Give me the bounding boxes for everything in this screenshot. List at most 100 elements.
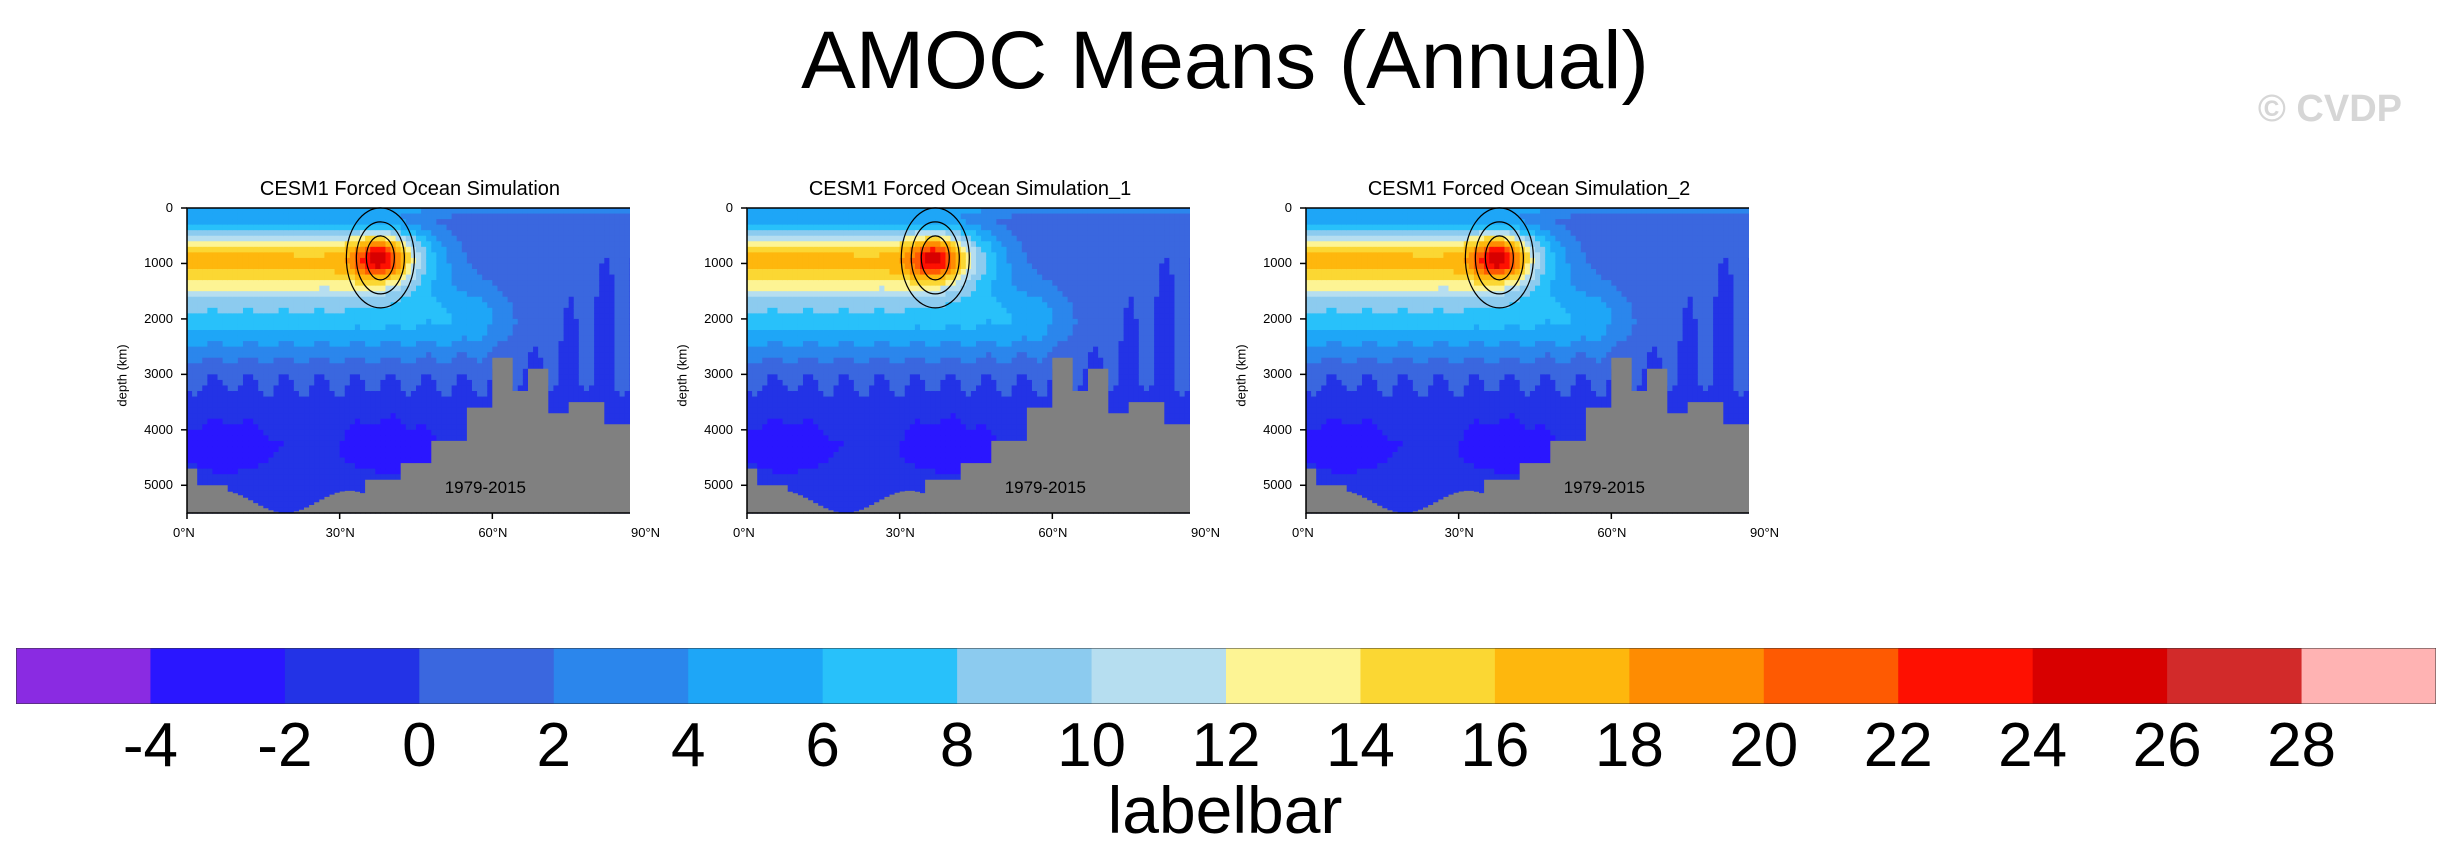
contour-cell (273, 418, 280, 425)
contour-cell (365, 452, 371, 459)
contour-cell (217, 452, 224, 459)
contour-cell (212, 241, 219, 248)
contour-cell (395, 208, 402, 215)
contour-cell (253, 407, 259, 414)
panel-2: CESM1 Forced Ocean Simulation_1 1979-201… (660, 178, 1221, 558)
contour-cell (253, 485, 259, 492)
contour-cell (324, 280, 331, 287)
contour-cell (334, 307, 341, 314)
contour-cell (624, 257, 630, 265)
contour-cell (202, 407, 208, 414)
contour-cell (263, 468, 270, 475)
contour-cell (594, 235, 600, 242)
contour-cell (533, 241, 539, 248)
contour-cell (304, 424, 310, 431)
contour-cell (527, 313, 534, 320)
contour-cell (553, 346, 560, 353)
contour-cell (477, 385, 483, 392)
contour-cell (487, 241, 493, 248)
contour-cell (207, 385, 214, 392)
contour-cell (212, 368, 219, 375)
contour-cell (319, 269, 325, 276)
contour-cell (344, 313, 351, 320)
contour-cell (609, 285, 616, 292)
contour-cell (614, 313, 621, 320)
contour-cell (324, 257, 331, 265)
contour-cell (349, 213, 356, 220)
contour-cell (416, 302, 422, 309)
contour-cell (324, 213, 331, 220)
contour-cell (482, 252, 488, 259)
contour-cell (421, 235, 427, 242)
contour-cell (594, 374, 600, 381)
contour-cell (747, 224, 753, 231)
contour-cell (471, 291, 478, 298)
contour-cell (309, 263, 315, 270)
contour-cell (471, 396, 478, 403)
contour-cell (385, 291, 392, 298)
contour-cell (298, 230, 305, 237)
contour-cell (263, 330, 270, 337)
contour-cell (237, 429, 244, 436)
contour-cell (298, 452, 305, 459)
contour-cell (395, 224, 402, 231)
contour-cell (314, 429, 320, 436)
contour-cell (237, 307, 244, 314)
contour-cell (192, 391, 198, 398)
contour-cell (283, 235, 290, 242)
contour-cell (609, 224, 616, 231)
contour-cell (405, 346, 412, 353)
contour-cell (334, 379, 341, 387)
contour-cell (217, 440, 224, 448)
contour-cell (187, 440, 193, 448)
contour-cell (227, 224, 234, 231)
contour-cell (354, 396, 361, 403)
contour-cell (599, 274, 605, 281)
contour-cell (304, 352, 310, 359)
contour-cell (329, 468, 336, 475)
contour-cell (538, 363, 544, 370)
contour-cell (436, 396, 443, 403)
contour-cell (304, 208, 310, 215)
contour-cell (548, 352, 554, 359)
contour-cell (568, 352, 575, 359)
contour-cell (583, 230, 590, 237)
contour-cell (441, 269, 448, 276)
contour-cell (421, 313, 427, 320)
contour-cell (416, 374, 422, 381)
contour-cell (466, 296, 473, 303)
contour-cell (558, 285, 565, 292)
contour-cell (242, 318, 249, 326)
contour-cell (487, 269, 493, 276)
contour-cell (227, 446, 234, 453)
contour-cell (192, 280, 198, 287)
contour-cell (207, 440, 214, 448)
contour-cell (253, 257, 259, 265)
contour-cell (334, 280, 341, 287)
contour-cell (517, 302, 524, 309)
contour-cell (421, 391, 427, 398)
contour-cell (288, 330, 295, 337)
contour-cell (324, 440, 331, 448)
contour-cell (349, 352, 356, 359)
contour-cell (232, 485, 239, 492)
contour-cell (553, 302, 560, 309)
contour-cell (441, 341, 448, 348)
contour-cell (482, 385, 488, 392)
contour-cell (192, 274, 198, 281)
contour-cell (324, 224, 331, 231)
contour-cell (309, 241, 315, 248)
contour-cell (339, 396, 346, 403)
contour-cell (314, 435, 320, 442)
contour-cell (365, 213, 371, 220)
contour-cell (446, 357, 453, 364)
contour-cell (258, 318, 264, 326)
contour-cell (232, 291, 239, 298)
contour-cell (217, 352, 224, 359)
contour-cell (237, 313, 244, 320)
contour-cell (232, 269, 239, 276)
contour-cell (349, 302, 356, 309)
contour-cell (431, 285, 437, 292)
contour-cell (202, 457, 208, 464)
contour-cell (309, 341, 315, 348)
